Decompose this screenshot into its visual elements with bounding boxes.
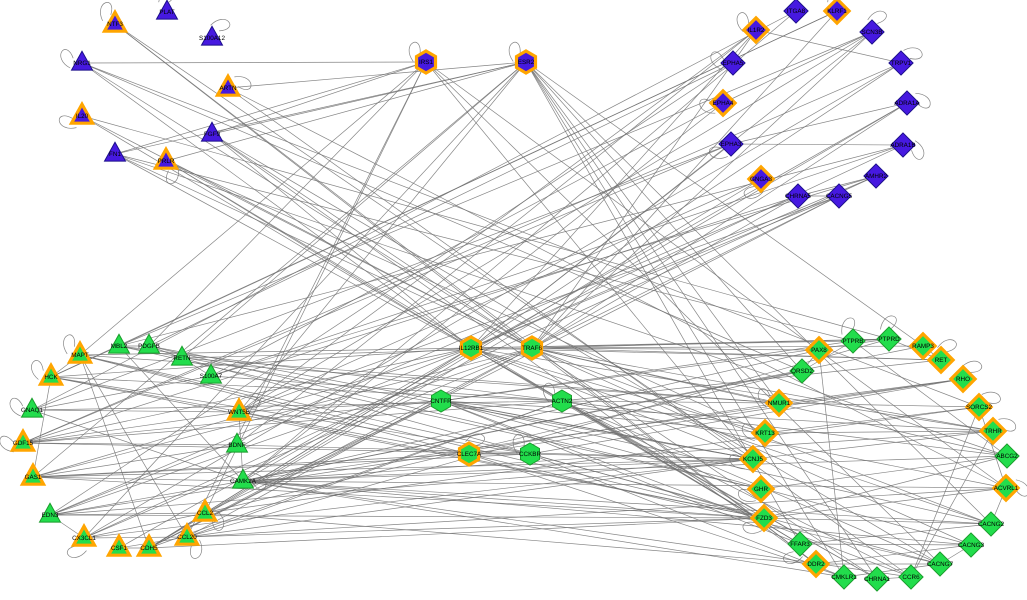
svg-text:MAPT: MAPT <box>71 352 89 359</box>
svg-text:GNAQ1: GNAQ1 <box>21 407 44 414</box>
svg-text:KCNJ5: KCNJ5 <box>743 456 763 463</box>
svg-text:PTPRD: PTPRD <box>878 336 900 343</box>
svg-text:ABCG2: ABCG2 <box>996 453 1018 460</box>
svg-text:CAMK2A: CAMK2A <box>230 478 257 485</box>
svg-text:CHRNA1: CHRNA1 <box>864 576 890 583</box>
svg-text:RETN: RETN <box>173 355 191 362</box>
svg-text:SORCS2: SORCS2 <box>966 404 992 411</box>
svg-text:WNT5B: WNT5B <box>228 409 250 416</box>
svg-text:PRLR: PRLR <box>158 158 175 165</box>
svg-text:NTF3: NTF3 <box>107 21 123 28</box>
svg-text:QRSD2: QRSD2 <box>791 368 813 375</box>
svg-text:CSF1: CSF1 <box>111 545 128 552</box>
svg-text:ADRA1A: ADRA1A <box>894 100 920 107</box>
svg-text:CACNG5: CACNG5 <box>826 193 853 200</box>
svg-text:FN1: FN1 <box>109 151 121 158</box>
svg-text:CMKLR1: CMKLR1 <box>831 574 857 581</box>
svg-text:DDR2: DDR2 <box>807 561 825 568</box>
svg-text:AMHR2: AMHR2 <box>865 173 888 180</box>
svg-text:EPHA3: EPHA3 <box>721 141 742 148</box>
svg-text:GHR: GHR <box>754 486 768 493</box>
svg-text:ESR2: ESR2 <box>518 59 535 66</box>
svg-text:ACVRL1: ACVRL1 <box>994 485 1019 492</box>
svg-text:RAMP3: RAMP3 <box>912 343 934 350</box>
svg-text:PAX8: PAX8 <box>811 347 827 354</box>
svg-text:IRS1: IRS1 <box>419 59 433 66</box>
svg-text:TRAF6: TRAF6 <box>522 345 542 352</box>
svg-text:CACNG7: CACNG7 <box>927 561 954 568</box>
svg-text:S100A7: S100A7 <box>200 373 223 380</box>
svg-text:CX3CL1: CX3CL1 <box>72 535 96 542</box>
svg-text:IL20: IL20 <box>76 113 89 120</box>
svg-text:PDGFB: PDGFB <box>138 343 160 350</box>
svg-text:EPHA4: EPHA4 <box>713 100 734 107</box>
svg-text:GAS1: GAS1 <box>25 474 42 481</box>
svg-text:SCN3B: SCN3B <box>862 29 883 36</box>
svg-text:IL12RB1: IL12RB1 <box>459 345 484 352</box>
svg-text:PLAT: PLAT <box>159 9 174 16</box>
svg-text:IL1R2: IL1R2 <box>748 27 765 34</box>
svg-text:HCK: HCK <box>44 374 58 381</box>
svg-text:RET: RET <box>935 357 948 364</box>
svg-text:CNTFR: CNTFR <box>430 398 452 405</box>
svg-text:FFAR3: FFAR3 <box>790 541 810 548</box>
svg-text:RHO: RHO <box>956 376 970 383</box>
svg-text:CACNG2: CACNG2 <box>978 521 1005 528</box>
svg-text:CDH5: CDH5 <box>140 545 158 552</box>
svg-text:FZD3: FZD3 <box>756 515 772 522</box>
svg-text:TRPV1: TRPV1 <box>891 60 912 67</box>
svg-text:ADRA1B: ADRA1B <box>890 142 915 149</box>
svg-text:CCKBR: CCKBR <box>519 451 541 458</box>
svg-text:GDF15: GDF15 <box>13 440 34 447</box>
svg-text:TRHR: TRHR <box>984 428 1002 435</box>
svg-text:ARTN: ARTN <box>219 85 236 92</box>
svg-text:CCL2: CCL2 <box>197 510 214 517</box>
svg-text:GNGA3: GNGA3 <box>750 176 773 183</box>
svg-text:ITGA8: ITGA8 <box>787 8 806 15</box>
svg-text:CACNG3: CACNG3 <box>958 542 985 549</box>
svg-text:FGF9: FGF9 <box>204 131 221 138</box>
svg-text:KLRF1: KLRF1 <box>827 8 847 15</box>
svg-text:KRT13: KRT13 <box>755 430 775 437</box>
svg-text:CLEC7A: CLEC7A <box>457 451 482 458</box>
svg-text:NMUR1: NMUR1 <box>768 400 791 407</box>
svg-text:CCL20: CCL20 <box>177 534 197 541</box>
svg-text:EPHA5: EPHA5 <box>723 60 744 67</box>
svg-text:ACTN2: ACTN2 <box>552 398 573 405</box>
svg-text:CCR6: CCR6 <box>902 574 920 581</box>
svg-text:PTPRB: PTPRB <box>843 338 864 345</box>
svg-text:CHRNA5: CHRNA5 <box>785 193 811 200</box>
svg-text:MBL2: MBL2 <box>111 343 128 350</box>
svg-text:BDNF: BDNF <box>228 442 245 449</box>
svg-text:EDN3: EDN3 <box>42 512 59 519</box>
svg-text:S100A12: S100A12 <box>199 35 225 42</box>
svg-text:NRG1: NRG1 <box>73 60 91 67</box>
